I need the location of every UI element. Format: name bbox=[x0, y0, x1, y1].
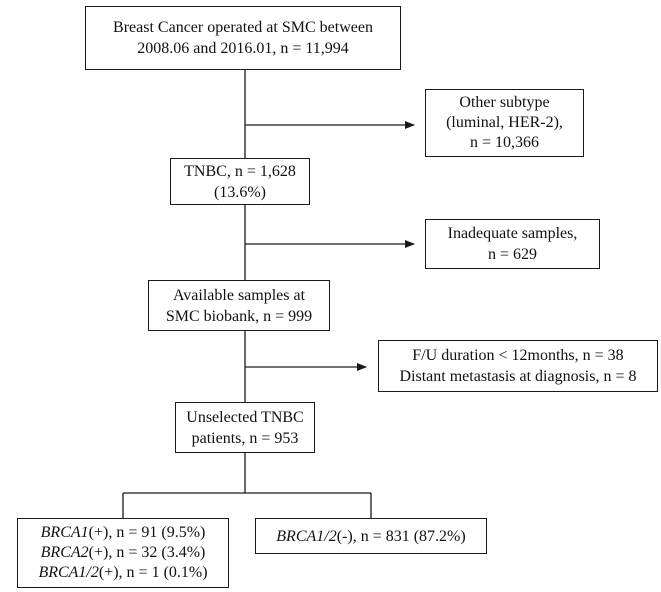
gene-name: BRCA1 bbox=[40, 524, 89, 541]
gene-name: BRCA1/2 bbox=[38, 564, 99, 581]
text-line: n = 10,366 bbox=[469, 134, 540, 151]
noncarrier-value: (-), n = 831 (87.2%) bbox=[336, 527, 466, 545]
carrier-value: (+), n = 91 (9.5%) bbox=[88, 524, 206, 541]
text-line: Distant metastasis at diagnosis, n = 8 bbox=[399, 368, 637, 385]
text-line: patients, n = 953 bbox=[191, 429, 299, 447]
text-line: F/U duration < 12months, n = 38 bbox=[412, 347, 624, 364]
box-other-subtype: Other subtype (luminal, HER-2), n = 10,3… bbox=[425, 89, 584, 157]
text-line: n = 629 bbox=[487, 246, 538, 263]
noncarrier-line: BRCA1/2(-), n = 831 (87.2%) bbox=[276, 526, 465, 547]
text-line: TNBC, n = 1,628 bbox=[184, 162, 296, 180]
box-brca-noncarriers: BRCA1/2(-), n = 831 (87.2%) bbox=[255, 518, 487, 554]
text-line: Unselected TNBC bbox=[186, 408, 304, 426]
text-line: Inadequate samples, bbox=[447, 225, 578, 242]
box-brca-carriers: BRCA1(+), n = 91 (9.5%) BRCA2(+), n = 32… bbox=[17, 518, 229, 588]
text-line: (13.6%) bbox=[214, 183, 266, 201]
gene-name: BRCA2 bbox=[40, 544, 89, 561]
text-line: (luminal, HER-2), bbox=[446, 114, 563, 131]
text-line: Available samples at bbox=[172, 286, 306, 304]
box-available-samples: Available samples at SMC biobank, n = 99… bbox=[148, 280, 330, 331]
box-tnbc: TNBC, n = 1,628 (13.6%) bbox=[170, 158, 310, 205]
carrier-value: (+), n = 1 (0.1%) bbox=[98, 564, 208, 581]
box-breast-cancer-operated: Breast Cancer operated at SMC between 20… bbox=[85, 6, 401, 70]
text-line: Breast Cancer operated at SMC between bbox=[113, 19, 373, 36]
box-fu-duration: F/U duration < 12months, n = 38 Distant … bbox=[378, 340, 658, 392]
carrier-value: (+), n = 32 (3.4%) bbox=[88, 544, 206, 561]
carrier-line: BRCA2(+), n = 32 (3.4%) bbox=[41, 543, 206, 563]
text-line: 2008.06 and 2016.01, n = 11,994 bbox=[137, 40, 349, 57]
carrier-line: BRCA1/2(+), n = 1 (0.1%) bbox=[38, 563, 207, 583]
text-line: Other subtype bbox=[459, 94, 550, 111]
box-inadequate-samples: Inadequate samples, n = 629 bbox=[425, 219, 600, 269]
text-line: SMC biobank, n = 999 bbox=[165, 307, 313, 325]
gene-name: BRCA1/2 bbox=[276, 527, 337, 545]
box-unselected-tnbc: Unselected TNBC patients, n = 953 bbox=[175, 402, 315, 453]
carrier-line: BRCA1(+), n = 91 (9.5%) bbox=[41, 523, 206, 543]
